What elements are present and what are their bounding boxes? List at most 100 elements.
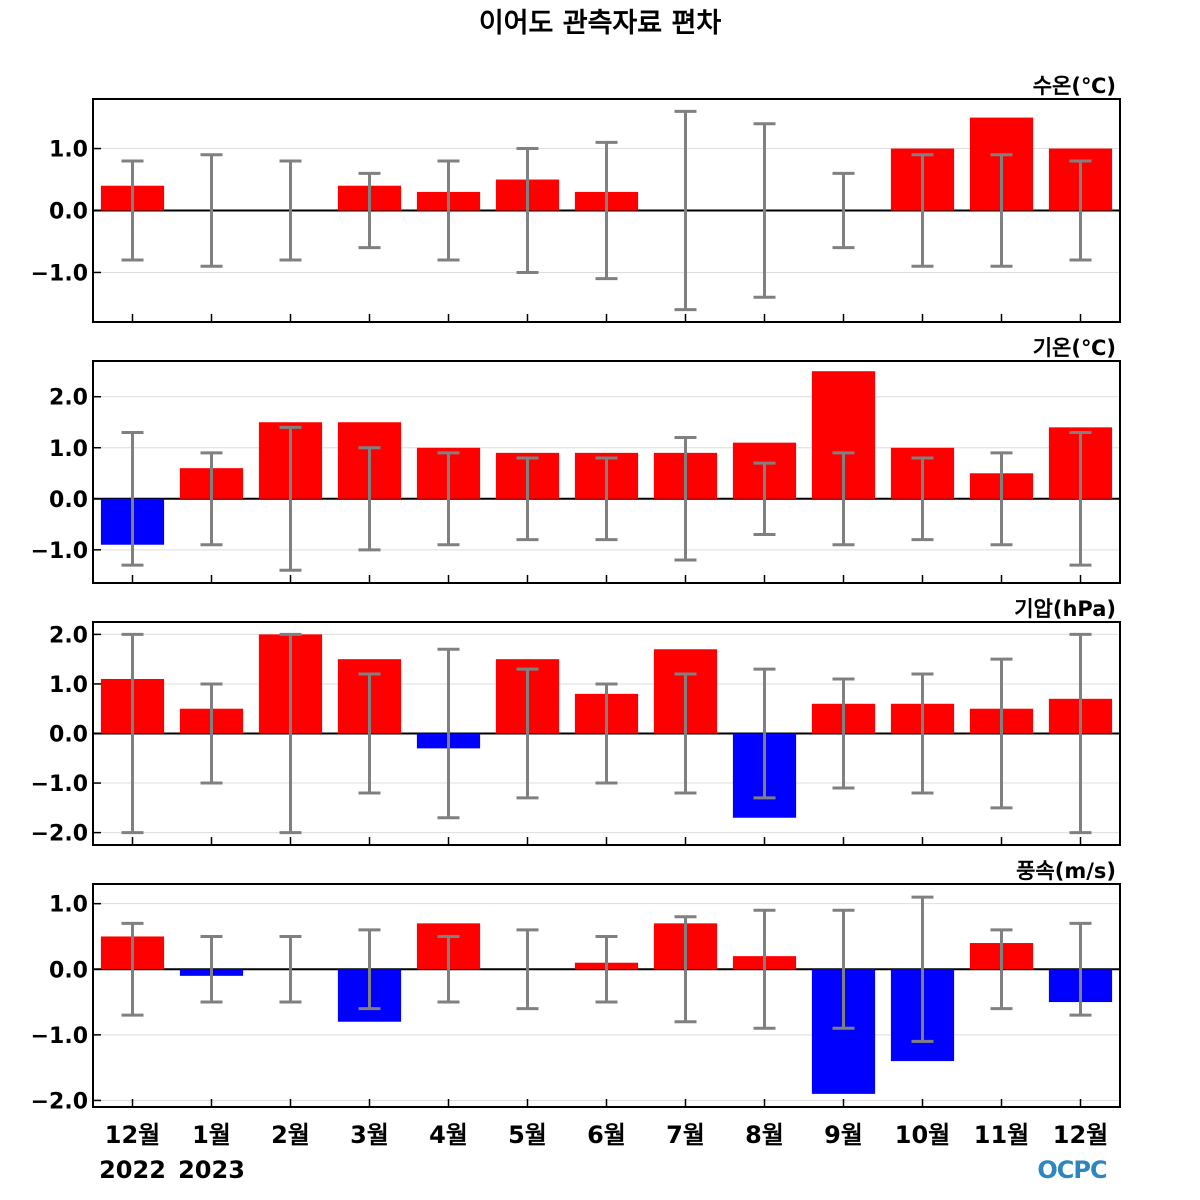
error-bar (516, 928, 539, 1011)
ytick-label: −1.0 (31, 539, 88, 564)
error-bar (121, 632, 144, 835)
error-bar (911, 153, 934, 268)
ytick-label: 1.0 (49, 893, 88, 918)
error-bar (753, 461, 776, 537)
error-bar (121, 430, 144, 567)
error-bar (516, 667, 539, 800)
error-bar (753, 667, 776, 800)
xtick-label: 2월 (271, 1121, 310, 1149)
error-bar (990, 657, 1013, 810)
error-bar (753, 908, 776, 1030)
error-bar (358, 928, 381, 1011)
error-bar (990, 153, 1013, 268)
panel-title: 수온(℃) (1033, 74, 1116, 98)
error-bar (1069, 430, 1092, 567)
error-bar (832, 677, 855, 790)
panel-frame (92, 621, 1121, 846)
error-bar (200, 682, 223, 785)
error-bar (753, 122, 776, 299)
error-bar (516, 456, 539, 542)
error-bar (674, 672, 697, 795)
error-bar (1069, 159, 1092, 262)
error-bar (279, 425, 302, 572)
panel-frame (92, 360, 1121, 584)
error-bar (832, 171, 855, 250)
error-bar (121, 159, 144, 262)
error-bar (279, 934, 302, 1004)
error-bar (674, 109, 697, 312)
xtick-label: 3월 (350, 1121, 389, 1149)
error-bar (990, 928, 1013, 1011)
error-bar (121, 921, 144, 1017)
xtick-label: 8월 (745, 1121, 784, 1149)
chart-title: 이어도 관측자료 편차 (479, 8, 722, 39)
error-bar (358, 672, 381, 795)
error-bar (832, 908, 855, 1030)
ytick-label: 1.0 (49, 138, 88, 163)
ytick-label: 0.0 (49, 958, 88, 983)
xtick-label: 5월 (508, 1121, 547, 1149)
year-label: 2023 (178, 1156, 245, 1184)
ytick-label: 1.0 (49, 673, 88, 698)
logo-text: OCPC (1037, 1156, 1107, 1184)
chart-panels: −1.0 0.0 1.0 수온(℃) −1.0 0.0 1.0 2.0 기온(℃) −2.0 −1.… (31, 74, 1121, 1114)
panel-4: −2.0 −1.0 0.0 1.0 풍속(m/s) (31, 859, 1121, 1114)
error-bar (358, 446, 381, 552)
error-bar (911, 672, 934, 795)
panel-1: −1.0 0.0 1.0 수온(℃) (31, 74, 1121, 323)
error-bar (200, 153, 223, 268)
ocpc-logo: OCPC (1037, 1156, 1108, 1184)
ytick-label: 0.0 (49, 488, 88, 513)
year-label: 2022 (99, 1156, 166, 1184)
panel-title: 기압(hPa) (1014, 597, 1116, 621)
panel-3: −2.0 −1.0 0.0 1.0 2.0 기압(hPa) (31, 597, 1121, 847)
ytick-label: 0.0 (49, 723, 88, 748)
xtick-label: 10월 (895, 1121, 950, 1149)
error-bar (595, 456, 618, 542)
ytick-label: −1.0 (31, 1024, 88, 1049)
xtick-label: 12월 (105, 1121, 160, 1149)
error-bar (832, 451, 855, 547)
ytick-label: −1.0 (31, 261, 88, 286)
xtick-label: 4월 (429, 1121, 468, 1149)
error-bar (1069, 921, 1092, 1017)
panel-2: −1.0 0.0 1.0 2.0 기온(℃) (31, 336, 1121, 584)
error-bar (279, 632, 302, 835)
ytick-label: 2.0 (49, 386, 88, 411)
xtick-label: 6월 (587, 1121, 626, 1149)
ytick-label: −2.0 (31, 822, 88, 847)
xtick-label: 11월 (974, 1121, 1029, 1149)
error-bar (437, 159, 460, 262)
error-bar (674, 436, 697, 562)
error-bar (200, 934, 223, 1004)
panel-frame (92, 883, 1121, 1108)
error-bar (595, 934, 618, 1004)
error-bar (200, 451, 223, 547)
xtick-label: 7월 (666, 1121, 705, 1149)
error-bar (516, 147, 539, 274)
error-bar (1069, 632, 1092, 835)
error-bar (437, 647, 460, 820)
error-bar (990, 451, 1013, 547)
panel-title: 풍속(m/s) (1016, 859, 1116, 883)
ytick-label: 2.0 (49, 623, 88, 648)
xtick-label: 12월 (1053, 1121, 1108, 1149)
error-bar (674, 915, 697, 1024)
ytick-label: 1.0 (49, 437, 88, 462)
error-bar (911, 895, 934, 1043)
error-bar (279, 159, 302, 262)
error-bar (358, 171, 381, 250)
panel-title: 기온(℃) (1033, 336, 1116, 360)
x-axis: 12월 1월 2월 3월 4월 5월 6월 7월 8월 9월 10월 11월 12월 2022 2023 (99, 1121, 1108, 1184)
error-bar (595, 140, 618, 281)
error-bar (911, 456, 934, 542)
xtick-label: 1월 (192, 1121, 231, 1149)
panel-frame (92, 98, 1121, 323)
error-bar (437, 451, 460, 547)
ytick-label: −1.0 (31, 772, 88, 797)
error-bar (595, 682, 618, 785)
ytick-label: −2.0 (31, 1089, 88, 1114)
error-bar (437, 934, 460, 1004)
ytick-label: 0.0 (49, 200, 88, 225)
